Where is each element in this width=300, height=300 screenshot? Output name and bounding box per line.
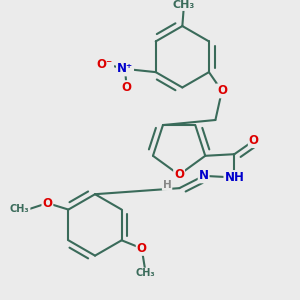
Text: CH₃: CH₃ (10, 204, 30, 214)
Text: NH: NH (224, 171, 244, 184)
Text: O: O (217, 84, 227, 98)
Text: CH₃: CH₃ (135, 268, 155, 278)
Text: O: O (42, 196, 52, 210)
Text: O: O (174, 168, 184, 181)
Text: N: N (199, 169, 208, 182)
Text: O: O (122, 81, 132, 94)
Text: O: O (249, 134, 259, 147)
Text: CH₃: CH₃ (173, 0, 195, 10)
Text: H: H (163, 180, 172, 190)
Text: O: O (137, 242, 147, 255)
Text: O⁻: O⁻ (97, 58, 113, 70)
Text: N⁺: N⁺ (117, 62, 133, 75)
